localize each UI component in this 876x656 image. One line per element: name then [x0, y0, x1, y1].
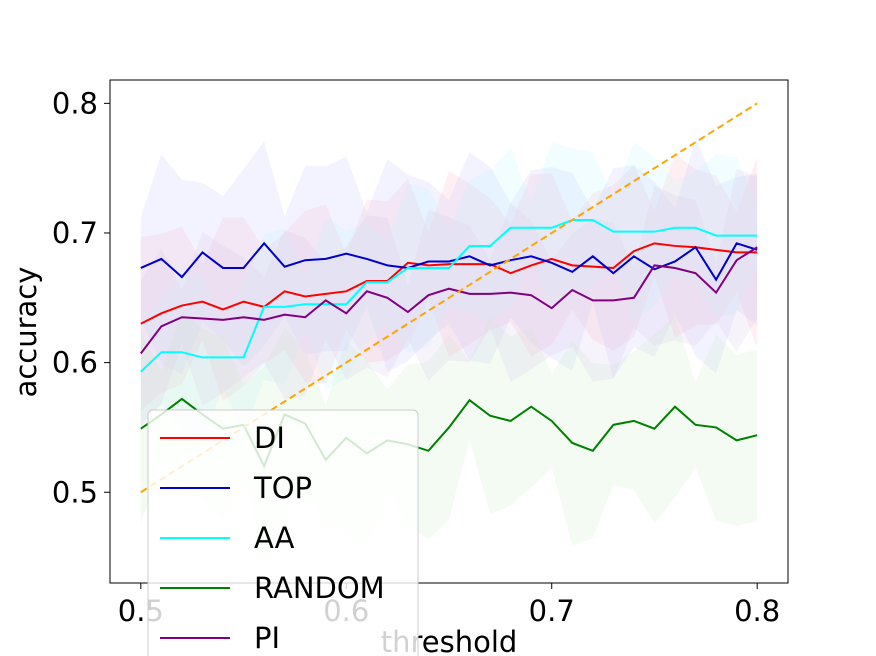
y-axis-ticks: 0.5 0.6 0.7 0.8	[52, 86, 110, 509]
legend-label-top: TOP	[253, 471, 312, 505]
line-di	[140, 242, 758, 325]
legend-label-random: RANDOM	[254, 571, 385, 605]
band-aa	[140, 142, 758, 441]
x-tick-label: 0.8	[734, 594, 780, 628]
line-aa	[140, 219, 758, 373]
legend-label-aa: AA	[254, 521, 295, 555]
y-tick-label: 0.7	[52, 216, 98, 250]
legend-label-pi: PI	[254, 621, 280, 655]
series-lines	[140, 219, 758, 469]
confidence-bands	[140, 138, 758, 567]
line-top	[140, 241, 758, 282]
y-axis-label: accuracy	[9, 267, 43, 398]
plot-frame	[109, 79, 789, 584]
legend-box	[147, 409, 419, 656]
legend-label-di: DI	[254, 421, 285, 455]
y-tick-label: 0.5	[52, 475, 98, 509]
band-top	[140, 138, 758, 379]
band-di	[140, 154, 758, 411]
band-random	[140, 310, 758, 567]
y-tick-label: 0.8	[52, 86, 98, 120]
legend: DI TOP AA RANDOM PI	[147, 409, 419, 656]
x-tick-label: 0.7	[529, 594, 575, 628]
line-pi	[140, 246, 758, 355]
y-tick-label: 0.6	[52, 346, 98, 380]
